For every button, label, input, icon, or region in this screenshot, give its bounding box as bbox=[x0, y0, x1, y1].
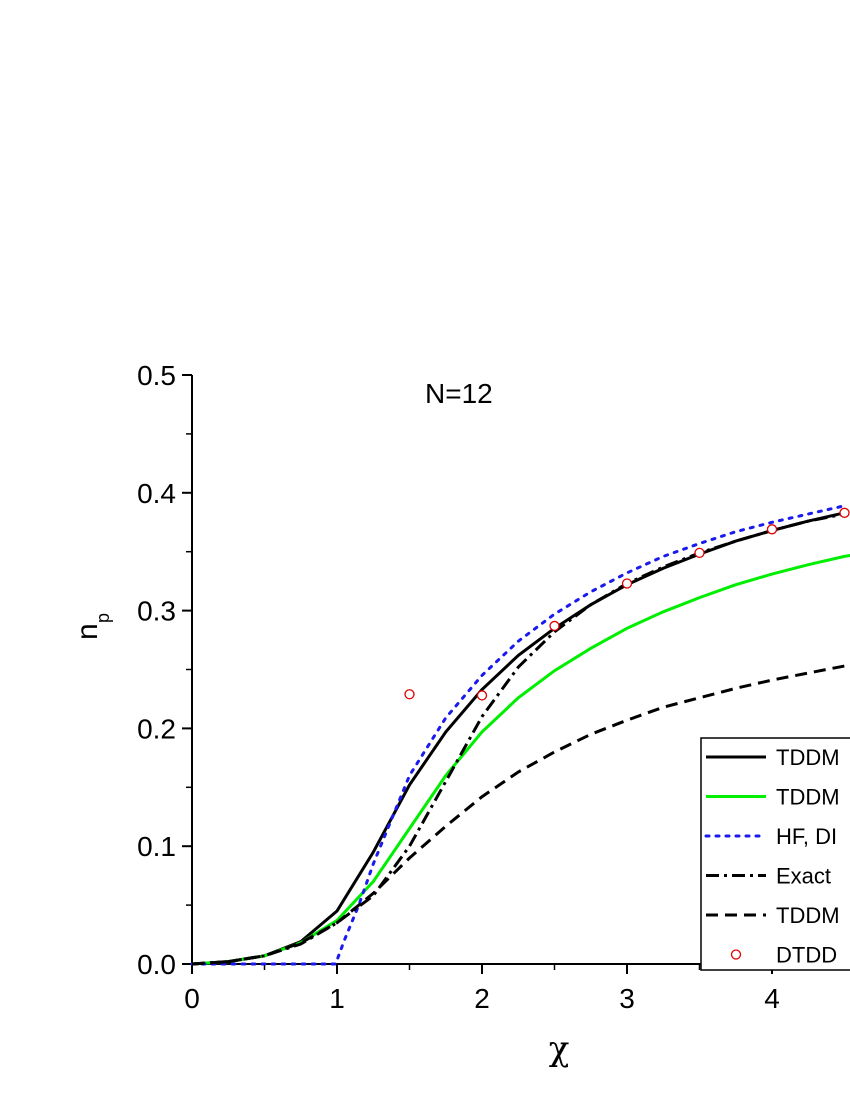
data-point bbox=[476, 690, 488, 701]
y-tick-label: 0.0 bbox=[137, 949, 176, 980]
legend: TDDM TDDM HF, DI Exact TDDM DTDD bbox=[700, 737, 850, 971]
series-line-3 bbox=[191, 512, 845, 966]
tick-labels: 0 1 2 3 4 0.0 0.1 0.2 0.3 0.4 0.5 bbox=[137, 360, 780, 1014]
data-point bbox=[694, 547, 705, 559]
y-tick-label: 0.4 bbox=[137, 478, 176, 509]
data-point bbox=[621, 578, 633, 589]
legend-label: TDDM bbox=[776, 745, 840, 770]
legend-marker bbox=[730, 949, 742, 960]
x-tick-label: 4 bbox=[764, 983, 780, 1014]
y-tick-label: 0.5 bbox=[137, 360, 176, 391]
x-tick-label: 1 bbox=[329, 983, 345, 1014]
legend-label: DTDD bbox=[776, 943, 837, 968]
y-axis-title: n p bbox=[71, 613, 113, 640]
data-point bbox=[766, 524, 778, 535]
series-layer bbox=[190, 504, 850, 966]
data-point bbox=[549, 620, 560, 632]
y-tick-label: 0.1 bbox=[137, 831, 176, 862]
series-line-4 bbox=[191, 663, 850, 966]
legend-label: Exact bbox=[776, 864, 831, 889]
x-axis-title: χ bbox=[549, 1029, 570, 1069]
y-axis-title-sub: p bbox=[93, 613, 113, 623]
y-tick-label: 0.3 bbox=[137, 596, 176, 627]
legend-label: TDDM bbox=[776, 785, 840, 810]
legend-label: HF, DI bbox=[776, 824, 837, 849]
data-point bbox=[404, 689, 415, 700]
x-tick-label: 3 bbox=[619, 983, 635, 1014]
legend-label: TDDM bbox=[776, 903, 840, 928]
y-axis-title-main: n bbox=[71, 623, 104, 640]
chart-annotation: N=12 bbox=[425, 378, 493, 409]
y-tick-label: 0.2 bbox=[137, 713, 176, 744]
series-line-2 bbox=[190, 504, 846, 966]
data-point bbox=[839, 507, 850, 518]
x-tick-label: 0 bbox=[184, 983, 200, 1014]
x-tick-label: 2 bbox=[474, 983, 490, 1014]
legend-box bbox=[700, 737, 850, 971]
